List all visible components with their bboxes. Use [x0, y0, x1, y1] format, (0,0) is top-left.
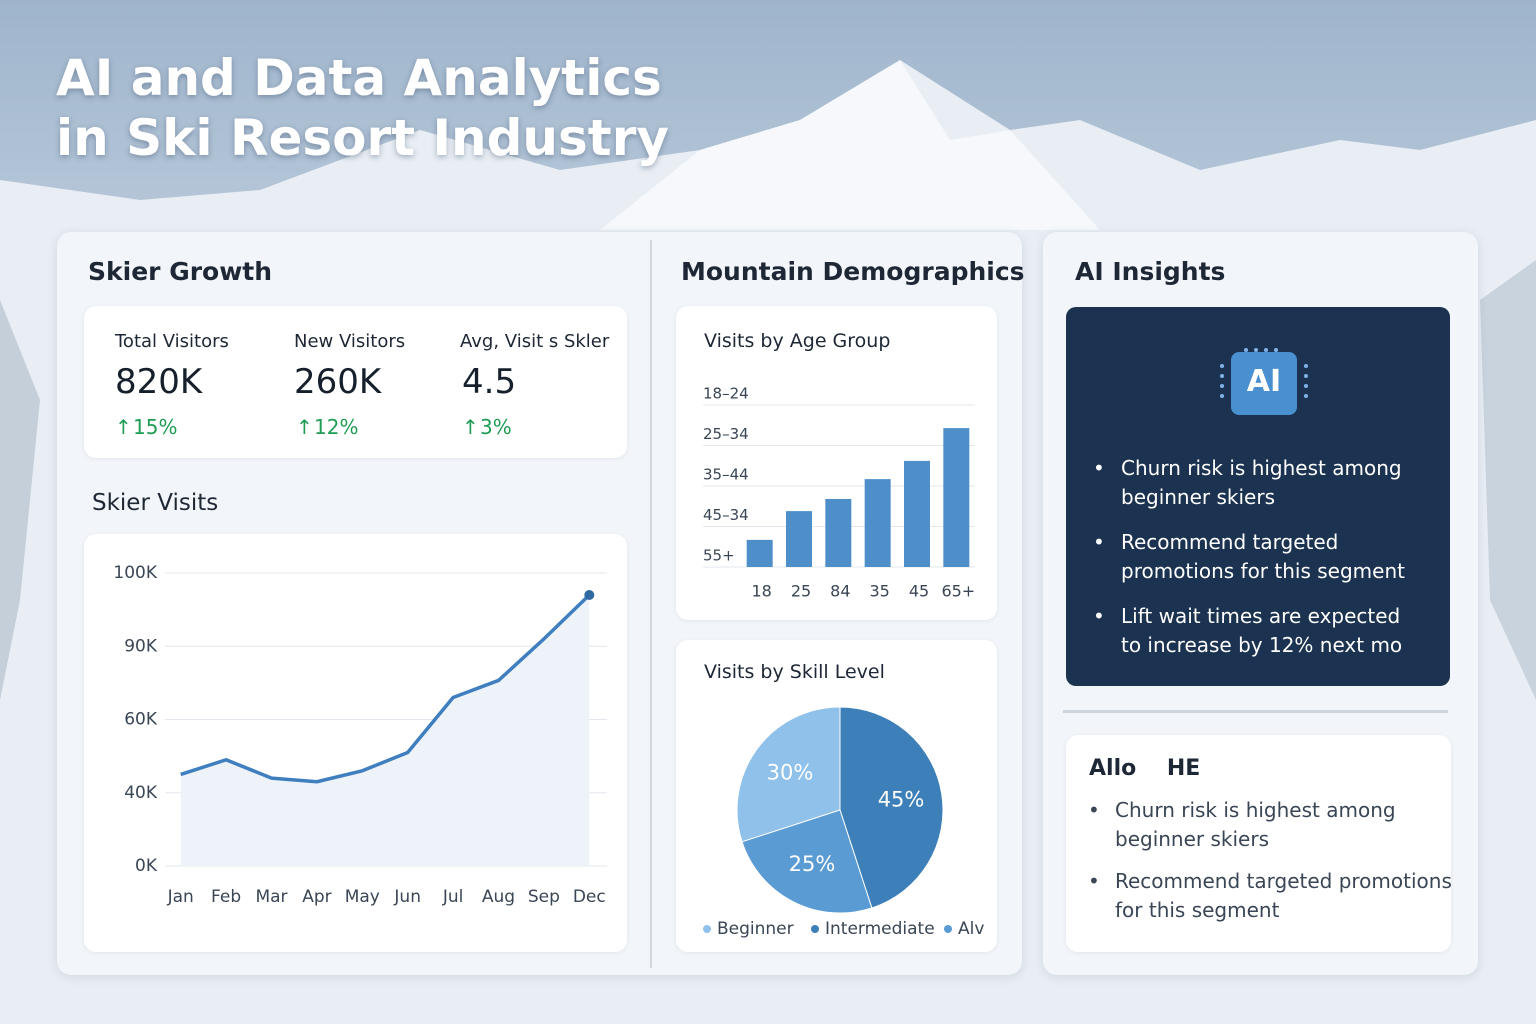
divider — [1063, 710, 1448, 713]
line: beginner skiers — [1121, 485, 1275, 509]
section-heading: Mountain Demographics — [681, 257, 1025, 286]
rock — [1480, 260, 1536, 700]
chart-title: Visits by Age Group — [704, 330, 891, 352]
note: Churn risk is highest among beginner skie… — [1115, 796, 1396, 854]
kpi-label: Avg, Visit s Skler — [460, 331, 610, 352]
line: Churn risk is highest among — [1115, 798, 1396, 822]
chart-title: Visits by Skill Level — [704, 661, 885, 683]
kpi-change: 12% — [314, 415, 359, 439]
pie-card — [676, 640, 997, 952]
line: Churn risk is highest among — [1121, 456, 1402, 480]
kpi-value: 260K — [294, 362, 382, 402]
notes-card — [1066, 735, 1451, 952]
insight: Lift wait times are expected to increase … — [1121, 602, 1402, 660]
line: Recommend targeted — [1121, 530, 1339, 554]
line: to increase by 12% next mo — [1121, 633, 1403, 657]
bar-card — [676, 306, 997, 620]
kpi-card — [84, 306, 627, 458]
peak — [600, 60, 1100, 230]
line: promotions for this segment — [1121, 559, 1405, 583]
insight: Churn risk is highest among beginner skie… — [1121, 454, 1402, 512]
insight: Recommend targeted promotions for this se… — [1121, 528, 1405, 586]
line-card — [84, 534, 627, 952]
bullet: • — [1088, 798, 1100, 822]
kpi-arrow: ↑ — [115, 415, 132, 439]
kpi-change: 15% — [133, 415, 178, 439]
bullet: • — [1093, 604, 1105, 628]
page-title: AI and Data Analytics in Ski Resort Indu… — [56, 49, 669, 167]
kpi-arrow: ↑ — [296, 415, 313, 439]
kpi-change: 3% — [480, 415, 512, 439]
rock — [0, 300, 40, 700]
section-heading: AI Insights — [1075, 257, 1226, 286]
section-heading: Skier Visits — [92, 490, 219, 516]
kpi-label: New Visitors — [294, 331, 406, 352]
section-heading: Skier Growth — [88, 257, 273, 286]
kpi-value: 4.5 — [462, 362, 517, 402]
line: Lift wait times are expected — [1121, 604, 1401, 628]
ai-badge: AI — [1246, 364, 1282, 399]
ai-chip — [1220, 348, 1308, 415]
divider — [650, 240, 652, 968]
line: Recommend targeted promotions — [1115, 869, 1452, 893]
bullet: • — [1088, 869, 1100, 893]
notes-heading: Allo HE — [1089, 756, 1201, 781]
note: Recommend targeted promotions for this se… — [1115, 867, 1452, 925]
bullet: • — [1093, 530, 1105, 554]
kpi-arrow: ↑ — [462, 415, 479, 439]
kpi-value: 820K — [115, 362, 203, 402]
kpi-label: Total Visitors — [115, 331, 229, 352]
line: beginner skiers — [1115, 827, 1269, 851]
line: for this segment — [1115, 898, 1280, 922]
bullet: • — [1093, 456, 1105, 480]
